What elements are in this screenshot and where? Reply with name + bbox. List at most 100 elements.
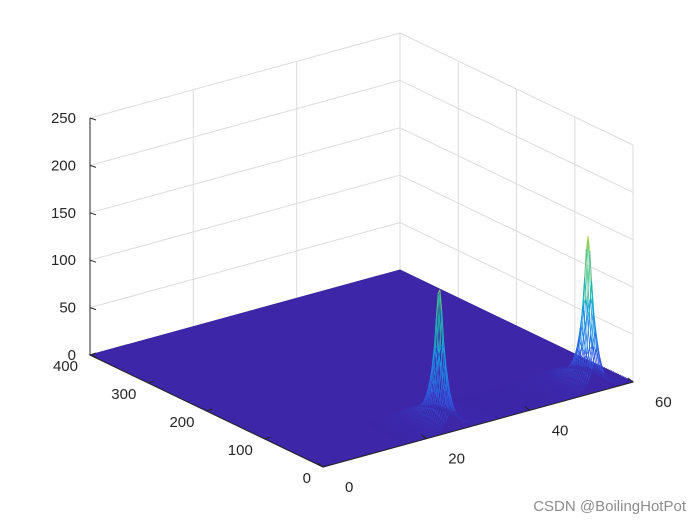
- mesh-segment: [589, 345, 593, 365]
- mesh-segment: [511, 384, 515, 386]
- mesh-segment: [544, 379, 547, 382]
- mesh-segment: [416, 414, 420, 419]
- mesh-segment: [484, 406, 488, 408]
- mesh-segment: [431, 418, 434, 420]
- mesh-segment: [584, 358, 588, 367]
- mesh-segment: [596, 369, 599, 372]
- mesh-segment: [467, 400, 471, 402]
- mesh-segment: [530, 376, 534, 379]
- mesh-segment: [531, 397, 534, 400]
- mesh-segment: [379, 429, 383, 432]
- mesh-segment: [422, 408, 426, 416]
- mesh-segment: [454, 412, 457, 414]
- mesh-segment: [518, 401, 522, 403]
- mesh-segment: [379, 425, 383, 428]
- mesh-segment: [426, 386, 429, 394]
- mesh-segment: [569, 365, 572, 368]
- mesh-segment: [444, 409, 447, 411]
- mesh-segment: [486, 411, 490, 413]
- mesh-segment: [494, 416, 497, 419]
- mesh-segment: [519, 382, 523, 384]
- mesh-segment: [589, 250, 592, 282]
- mesh-segment: [575, 387, 578, 390]
- mesh-segment: [470, 411, 474, 413]
- mesh-segment: [387, 427, 390, 430]
- mesh-segment: [593, 364, 598, 373]
- mesh-segment: [412, 437, 416, 440]
- mesh-segment: [405, 416, 408, 419]
- mesh-segment: [479, 407, 483, 410]
- mesh-segment: [574, 361, 578, 365]
- mesh-segment: [446, 390, 449, 395]
- mesh-segment: [610, 381, 613, 383]
- mesh-segment: [579, 370, 583, 380]
- mesh-segment: [503, 415, 507, 418]
- mesh-segment: [443, 381, 448, 392]
- mesh-segment: [448, 411, 451, 413]
- mesh-segment: [591, 369, 595, 372]
- mesh-segment: [397, 423, 401, 426]
- mesh-segment: [568, 370, 572, 377]
- mesh-segment: [547, 390, 551, 393]
- mesh-segment: [407, 420, 410, 422]
- mesh-segment: [470, 414, 474, 417]
- mesh-segment: [562, 384, 565, 387]
- mesh-segment: [468, 419, 471, 421]
- mesh-segment: [434, 407, 437, 409]
- mesh-segment: [556, 393, 560, 396]
- mesh-segment: [464, 420, 467, 422]
- mesh-segment: [392, 434, 396, 436]
- mesh-segment: [522, 405, 526, 407]
- mesh-segment: [444, 388, 449, 406]
- mesh-segment: [501, 416, 504, 418]
- mesh-segment: [524, 398, 528, 400]
- mesh-segment: [386, 420, 389, 423]
- mesh-segment: [422, 402, 425, 405]
- mesh-segment: [620, 377, 624, 379]
- mesh-segment: [383, 425, 387, 428]
- mesh-segment: [530, 381, 534, 383]
- mesh-segment: [542, 405, 546, 407]
- mesh-segment: [529, 388, 533, 391]
- mesh-segment: [585, 370, 589, 372]
- mesh-segment: [556, 379, 559, 381]
- mesh-segment: [625, 378, 628, 380]
- mesh-segment: [625, 381, 628, 383]
- mesh-segment: [586, 376, 590, 379]
- mesh-segment: [531, 391, 535, 394]
- mesh-segment: [447, 404, 450, 407]
- mesh-segment: [493, 410, 496, 413]
- mesh-segment: [542, 383, 545, 385]
- mesh-segment: [616, 373, 620, 376]
- mesh-segment: [413, 440, 417, 442]
- mesh-segment: [471, 420, 474, 423]
- mesh-segment: [547, 376, 551, 378]
- mesh-segment: [567, 370, 571, 372]
- mesh-segment: [527, 379, 531, 382]
- mesh-segment: [437, 408, 440, 411]
- mesh-segment: [573, 377, 577, 383]
- mesh-segment: [427, 408, 431, 417]
- mesh-segment: [458, 417, 461, 420]
- mesh-segment: [422, 420, 426, 425]
- mesh-segment: [438, 408, 441, 410]
- mesh-segment: [574, 378, 579, 384]
- mesh-segment: [523, 391, 527, 394]
- mesh-segment: [541, 378, 544, 380]
- mesh-segment: [390, 429, 394, 431]
- mesh-segment: [407, 435, 410, 437]
- mesh-segment: [508, 386, 512, 389]
- mesh-segment: [561, 382, 565, 385]
- mesh-segment: [492, 400, 496, 402]
- mesh-segment: [427, 416, 430, 418]
- mesh-segment: [436, 421, 439, 424]
- mesh-segment: [464, 406, 468, 408]
- mesh-segment: [468, 404, 471, 406]
- mesh-segment: [463, 420, 467, 423]
- mesh-segment: [519, 402, 523, 404]
- mesh-segment: [447, 409, 450, 411]
- mesh-segment: [430, 430, 433, 433]
- mesh-segment: [561, 372, 565, 376]
- mesh-segment: [491, 394, 495, 396]
- mesh-segment: [604, 375, 607, 377]
